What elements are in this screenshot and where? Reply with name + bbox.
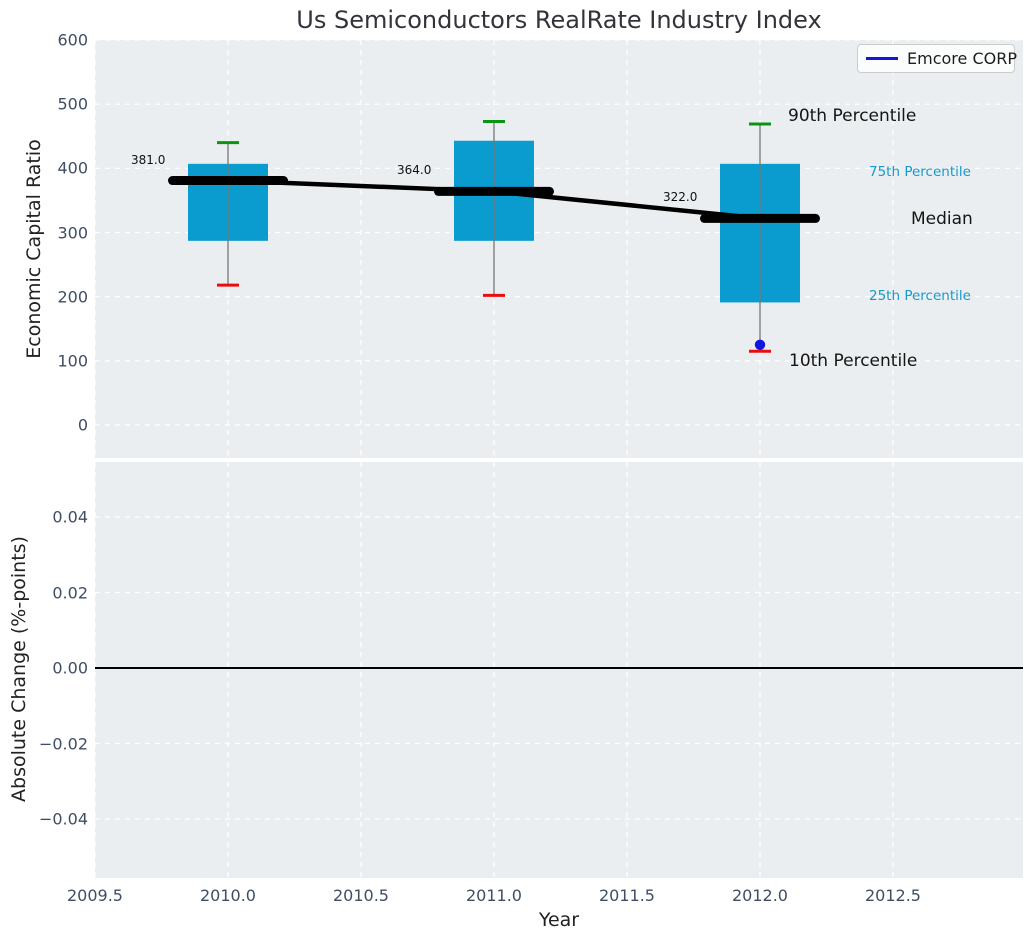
annotation-25th-percentile: 25th Percentile — [869, 288, 971, 304]
axes-economic-capital-ratio — [95, 40, 1023, 458]
annotation-90th-percentile: 90th Percentile — [788, 106, 917, 126]
y-tick-label: 400 — [57, 158, 88, 178]
x-tick-label: 2010.5 — [333, 886, 389, 905]
y-axis-label-absolute-change: Absolute Change (%-points) — [8, 536, 30, 802]
annotation-median: Median — [911, 209, 973, 229]
legend: Emcore CORP — [857, 44, 1017, 73]
x-tick-label: 2010.0 — [200, 886, 256, 905]
axes-absolute-change — [95, 462, 1023, 878]
annotation-75th-percentile: 75th Percentile — [869, 164, 971, 180]
y-tick-label: 0 — [77, 415, 88, 435]
x-axis-label-year: Year — [538, 909, 580, 931]
annotation-10th-percentile: 10th Percentile — [789, 351, 918, 371]
chart-title: Us Semiconductors RealRate Industry Inde… — [296, 6, 822, 34]
x-tick-label: 2009.5 — [67, 886, 123, 905]
y-tick-label: 500 — [57, 94, 88, 114]
median-value-label: 381.0 — [131, 152, 166, 167]
y-tick-label: 600 — [57, 30, 88, 50]
company-point — [754, 339, 766, 350]
y-tick-label: 0.00 — [52, 658, 88, 678]
y-tick-label: −0.02 — [38, 734, 88, 753]
median-value-label: 364.0 — [397, 163, 432, 178]
y-tick-label: 100 — [57, 351, 88, 371]
y-tick-label: 300 — [57, 223, 88, 242]
legend-label: Emcore CORP — [907, 49, 1017, 68]
x-tick-label: 2011.5 — [599, 886, 655, 905]
y-tick-label: 200 — [57, 287, 88, 307]
x-tick-label: 2012.0 — [732, 886, 788, 905]
x-tick-label: 2012.5 — [865, 886, 921, 905]
y-tick-label: 0.04 — [52, 507, 88, 527]
y-tick-label: −0.04 — [38, 809, 88, 829]
median-value-label: 322.0 — [663, 190, 698, 205]
y-tick-label: 0.02 — [52, 583, 88, 602]
legend-line-icon — [866, 57, 898, 60]
x-tick-label: 2011.0 — [466, 886, 522, 905]
